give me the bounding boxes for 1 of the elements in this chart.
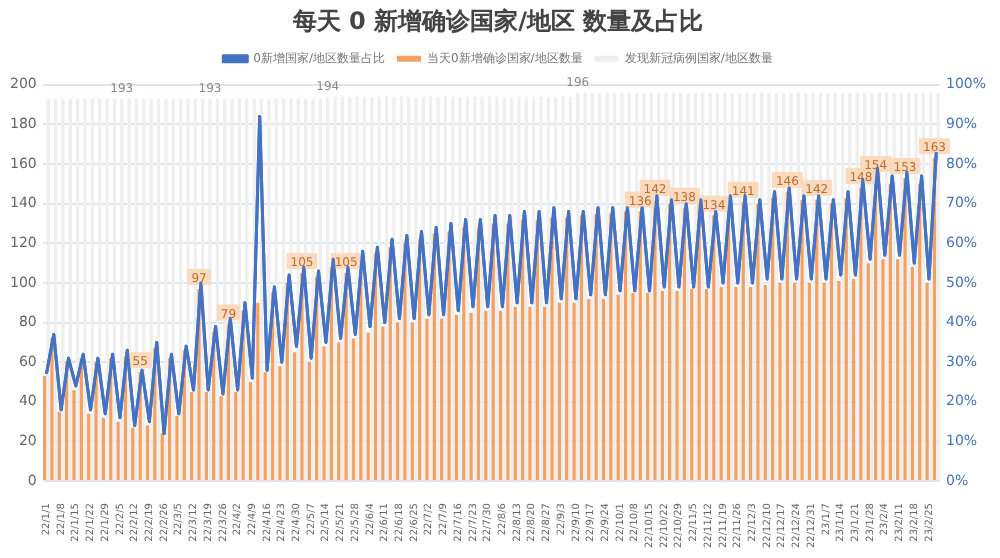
chart-title: 每天 0 新增确诊国家/地区 数量及占比 bbox=[290, 6, 704, 35]
